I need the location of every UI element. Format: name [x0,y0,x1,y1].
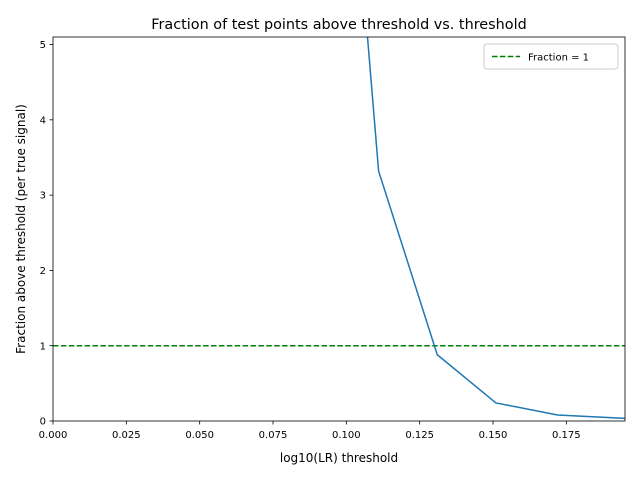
y-axis-ticks: 0 1 2 3 4 5 [40,40,53,428]
x-tick-label: 0.150 [479,430,508,441]
plot-area [52,36,626,422]
x-tick-label: 0.000 [39,430,68,441]
chart-title: Fraction of test points above threshold … [151,17,526,33]
y-tick-label: 2 [40,266,46,277]
legend-box [483,43,619,70]
y-tick-label: 0 [40,417,46,428]
x-tick-label: 0.175 [552,430,581,441]
x-tick-label: 0.125 [405,430,434,441]
x-tick-label: 0.025 [112,430,141,441]
legend-label: Fraction = 1 [528,53,589,64]
x-tick-label: 0.075 [259,430,288,441]
legend: Fraction = 1 [483,43,619,70]
x-tick-label: 0.050 [185,430,214,441]
x-axis-label: log10(LR) threshold [280,451,398,465]
y-tick-label: 3 [40,191,46,202]
x-tick-label: 0.100 [332,430,361,441]
x-axis-ticks: 0.000 0.025 0.050 0.075 0.100 0.125 0.150 0.175 [39,421,581,441]
axes-frame [52,36,626,422]
y-axis-label: Fraction above threshold (per true signa… [14,104,28,354]
y-tick-label: 5 [40,40,46,51]
y-tick-label: 1 [40,341,46,352]
series-line-0 [366,37,625,420]
y-tick-label: 4 [40,115,46,126]
